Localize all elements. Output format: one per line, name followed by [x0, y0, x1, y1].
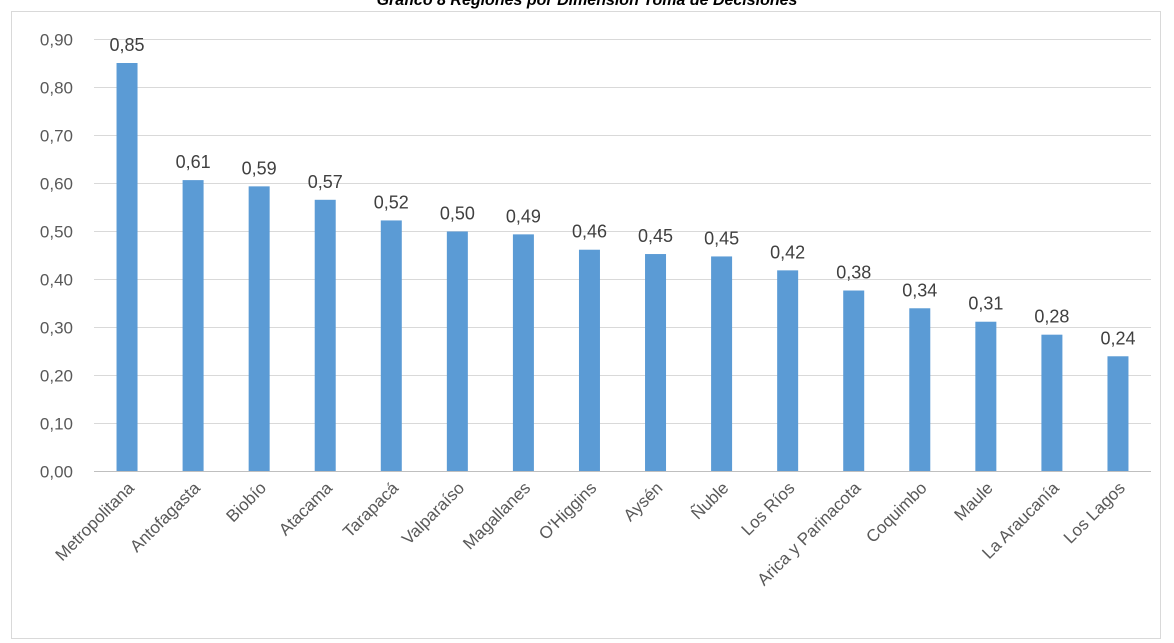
- x-tick-label: Biobío: [222, 478, 270, 526]
- bar: [446, 231, 468, 471]
- x-tick-label: Metropolitana: [52, 478, 139, 565]
- bar: [578, 249, 600, 471]
- x-tick-label: Los Ríos: [738, 478, 799, 539]
- y-tick-label: 0,70: [40, 127, 73, 146]
- bar: [777, 270, 799, 471]
- x-tick-label: Magallanes: [459, 478, 534, 553]
- y-axis-ticks: 0,00 0,10 0,20 0,30 0,40 0,50 0,60 0,70 0,80 0,90: [40, 31, 73, 482]
- x-tick-label: Maule: [950, 478, 996, 524]
- data-label: 0,34: [902, 280, 937, 300]
- data-label: 0,61: [176, 152, 211, 172]
- bar: [1041, 334, 1063, 471]
- data-label: 0,50: [440, 203, 475, 223]
- bar: [1107, 356, 1129, 471]
- data-label: 0,57: [308, 172, 343, 192]
- y-tick-label: 0,50: [40, 223, 73, 242]
- bar: [909, 308, 931, 471]
- bar: [843, 290, 865, 471]
- x-tick-label: O'Higgins: [535, 478, 600, 543]
- data-labels: 0,85 0,61 0,59 0,57 0,52 0,50 0,49 0,46 0,45 0,45…: [110, 35, 1136, 348]
- data-label: 0,24: [1100, 328, 1135, 348]
- x-tick-label: Tarapacá: [339, 478, 402, 541]
- bar: [116, 63, 138, 471]
- bar: [182, 180, 204, 471]
- y-tick-label: 0,90: [40, 31, 73, 50]
- bar: [512, 234, 534, 471]
- data-label: 0,85: [110, 35, 145, 55]
- y-tick-label: 0,10: [40, 415, 73, 434]
- bar: [248, 186, 270, 472]
- x-tick-label: Ñuble: [688, 478, 733, 523]
- data-label: 0,46: [572, 222, 607, 242]
- x-tick-label: Los Lagos: [1060, 478, 1129, 547]
- bar: [645, 254, 667, 471]
- data-label: 0,38: [836, 263, 871, 283]
- x-tick-label: Aysén: [620, 478, 667, 525]
- gridlines: [94, 39, 1151, 472]
- bar: [711, 256, 733, 471]
- y-tick-label: 0,40: [40, 271, 73, 290]
- chart-title: Gráfico 8 Regiones por Dimensión Toma de…: [376, 0, 798, 9]
- data-label: 0,31: [968, 294, 1003, 314]
- data-label: 0,49: [506, 206, 541, 226]
- data-label: 0,42: [770, 242, 805, 262]
- bar: [314, 199, 336, 472]
- x-tick-label: Coquimbo: [862, 478, 930, 546]
- x-tick-label: Atacama: [275, 478, 336, 539]
- y-tick-label: 0,80: [40, 79, 73, 98]
- x-tick-label: Antofagasta: [126, 478, 204, 556]
- x-tick-label: Valparaíso: [398, 478, 468, 548]
- data-label: 0,45: [704, 228, 739, 248]
- bar: [975, 321, 997, 471]
- data-label: 0,52: [374, 192, 409, 212]
- bars: [116, 63, 1129, 472]
- data-label: 0,59: [242, 158, 277, 178]
- data-label: 0,45: [638, 226, 673, 246]
- y-tick-label: 0,30: [40, 319, 73, 338]
- y-tick-label: 0,00: [40, 463, 73, 482]
- bar: [380, 220, 402, 471]
- y-tick-label: 0,20: [40, 367, 73, 386]
- y-tick-label: 0,60: [40, 175, 73, 194]
- data-label: 0,28: [1034, 307, 1069, 327]
